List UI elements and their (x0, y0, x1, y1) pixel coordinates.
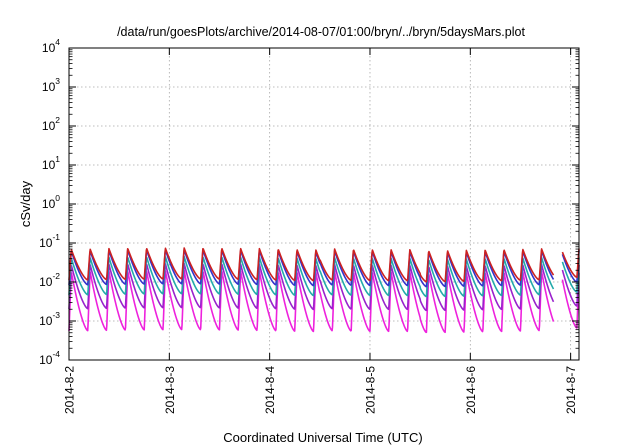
x-tick-label: 2014-8-3 (163, 366, 177, 414)
x-tick-label: 2014-8-6 (464, 366, 478, 414)
chart-title: /data/run/goesPlots/archive/2014-08-07/0… (117, 25, 525, 39)
x-tick-label: 2014-8-2 (63, 366, 77, 414)
x-axis: 2014-8-2 2014-8-3 2014-8-4 2014-8-5 2014-8-6… (63, 48, 578, 414)
series-line (68, 255, 580, 298)
y-tick-label: 103 (42, 76, 60, 94)
x-axis-label: Coordinated Universal Time (UTC) (223, 430, 422, 445)
series-line (68, 262, 580, 312)
series-group (68, 247, 580, 334)
y-tick-label: 10-3 (39, 310, 60, 328)
y-tick-label: 102 (42, 115, 60, 133)
x-tick-label: 2014-8-4 (263, 366, 277, 414)
series-line (68, 247, 580, 283)
x-tick-label: 2014-8-5 (363, 366, 377, 414)
x-tick-label: 2014-8-7 (564, 366, 578, 414)
y-tick-label: 10-2 (39, 271, 60, 289)
y-tick-label: 10-4 (39, 349, 60, 367)
y-tick-label: 10-1 (39, 232, 60, 250)
y-tick-label: 100 (42, 193, 60, 211)
y-axis: 10-4 10-3 10-2 10-1 100 101 102 103 104 (39, 37, 579, 367)
y-tick-label: 104 (42, 37, 60, 55)
y-tick-label: 101 (42, 154, 60, 172)
series-line (68, 269, 580, 334)
y-axis-label: cSv/day (18, 180, 33, 227)
